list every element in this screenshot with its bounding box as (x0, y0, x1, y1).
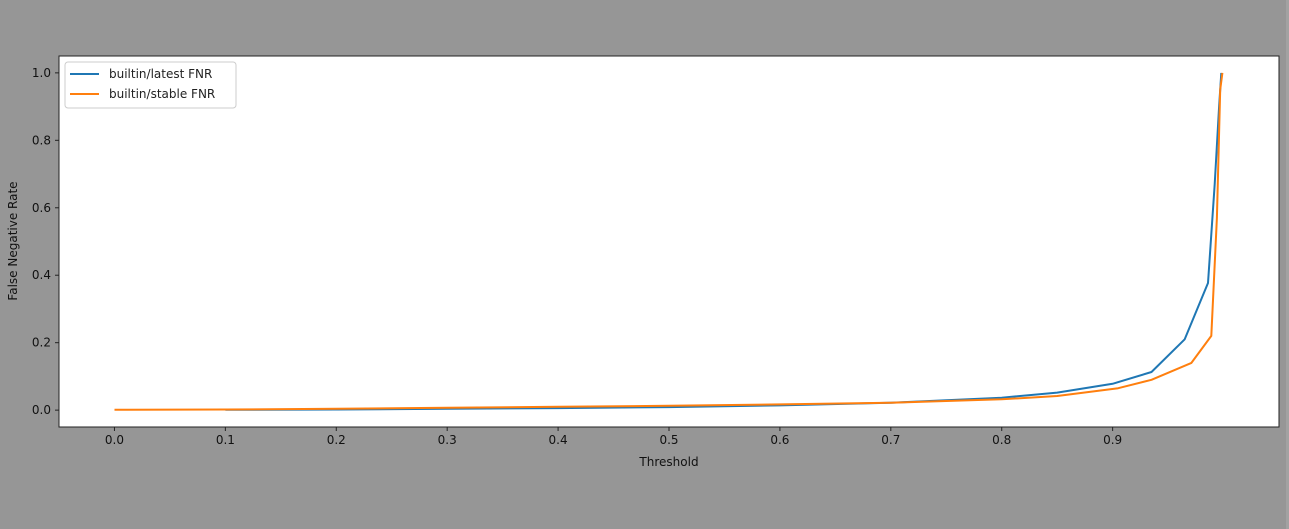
x-tick-label: 0.3 (438, 433, 457, 447)
legend: builtin/latest FNR builtin/stable FNR (64, 61, 237, 109)
x-tick-label: 0.2 (327, 433, 346, 447)
x-tick-label: 0.4 (549, 433, 568, 447)
x-tick-label: 0.9 (1103, 433, 1122, 447)
x-tick-label: 0.0 (105, 433, 124, 447)
y-tick-label: 0.4 (32, 268, 51, 282)
y-tick-label: 0.0 (32, 403, 51, 417)
legend-label-latest: builtin/latest FNR (109, 67, 212, 81)
x-tick-label: 0.5 (659, 433, 678, 447)
window-edge (1286, 0, 1289, 529)
x-axis-label: Threshold (638, 455, 698, 469)
y-tick-label: 0.2 (32, 336, 51, 350)
series-line-1 (114, 72, 1224, 411)
legend-box (64, 61, 237, 109)
y-tick-label: 0.8 (32, 133, 51, 147)
series-line-0 (225, 72, 1223, 411)
x-tick-label: 0.1 (216, 433, 235, 447)
x-tick-label: 0.7 (881, 433, 900, 447)
x-tick-label: 0.6 (770, 433, 789, 447)
y-tick-label: 1.0 (32, 66, 51, 80)
y-axis-label: False Negative Rate (6, 181, 20, 300)
y-tick-label: 0.6 (32, 201, 51, 215)
legend-label-stable: builtin/stable FNR (109, 87, 215, 101)
x-tick-label: 0.8 (992, 433, 1011, 447)
plot-area (58, 55, 1280, 428)
